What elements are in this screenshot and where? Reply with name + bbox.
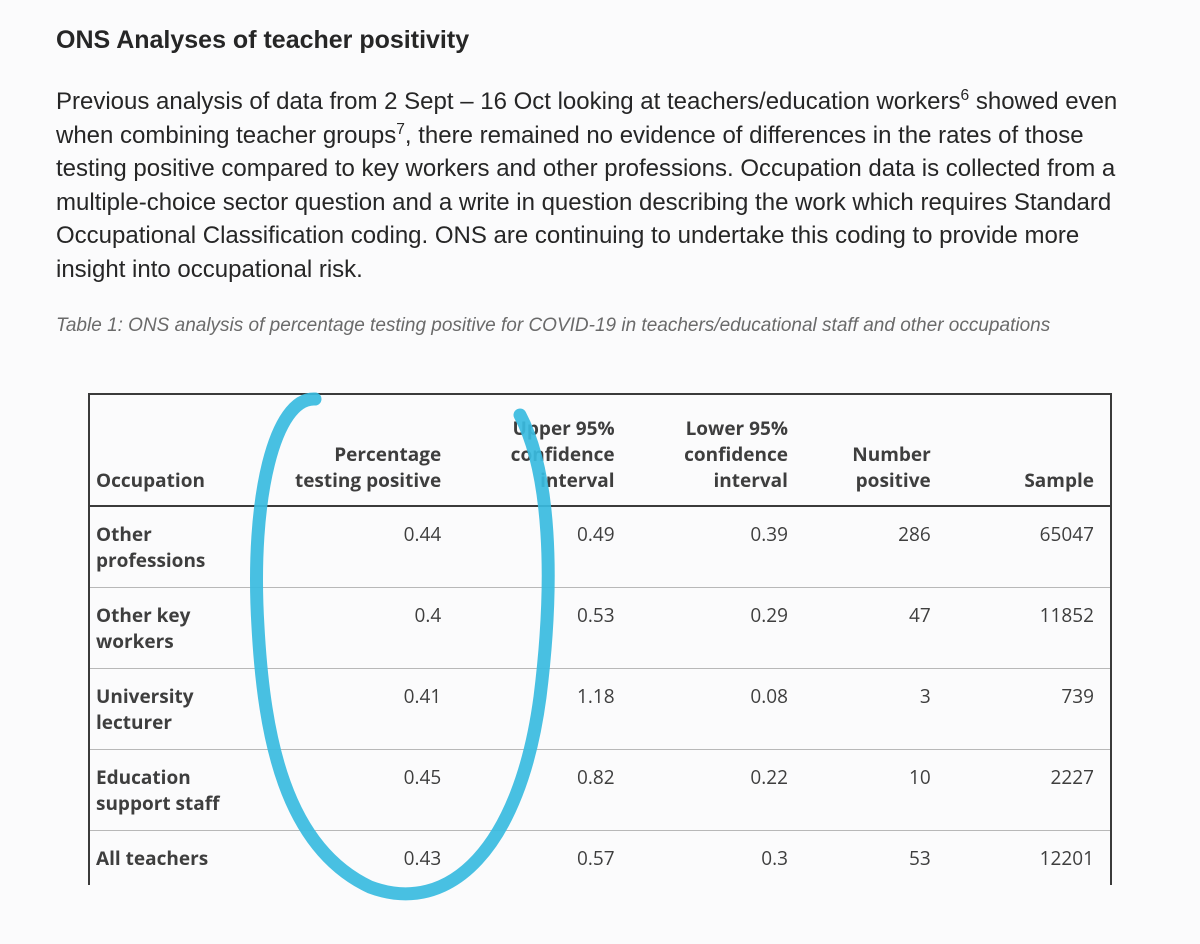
table-row: Education support staff 0.45 0.82 0.22 1… <box>90 749 1110 830</box>
col-lower-ci: Lower 95% confidence interval <box>631 395 804 506</box>
cell-lci: 0.29 <box>631 587 804 668</box>
cell-pct: 0.4 <box>274 587 458 668</box>
col-sample: Sample <box>947 395 1110 506</box>
intro-paragraph: Previous analysis of data from 2 Sept – … <box>56 85 1144 287</box>
cell-uci: 0.57 <box>457 830 630 885</box>
cell-uci: 0.49 <box>457 506 630 588</box>
section-heading: ONS Analyses of teacher positivity <box>56 26 1144 55</box>
cell-lci: 0.08 <box>631 668 804 749</box>
cell-npos: 286 <box>804 506 947 588</box>
cell-sample: 11852 <box>947 587 1110 668</box>
table-container: Occupation Percentage testing positive U… <box>88 393 1112 885</box>
table-row: Other key workers 0.4 0.53 0.29 47 11852 <box>90 587 1110 668</box>
cell-lci: 0.39 <box>631 506 804 588</box>
cell-lci: 0.22 <box>631 749 804 830</box>
footnote-ref-7: 7 <box>396 121 405 138</box>
cell-npos: 10 <box>804 749 947 830</box>
cell-sample: 2227 <box>947 749 1110 830</box>
cell-npos: 53 <box>804 830 947 885</box>
col-upper-ci: Upper 95% confidence interval <box>457 395 630 506</box>
cell-pct: 0.41 <box>274 668 458 749</box>
cell-uci: 0.82 <box>457 749 630 830</box>
positivity-table: Occupation Percentage testing positive U… <box>90 395 1110 885</box>
cell-occupation: Other professions <box>90 506 274 588</box>
table-row: University lecturer 0.41 1.18 0.08 3 739 <box>90 668 1110 749</box>
cell-sample: 739 <box>947 668 1110 749</box>
col-percentage-positive: Percentage testing positive <box>274 395 458 506</box>
table-row: All teachers 0.43 0.57 0.3 53 12201 <box>90 830 1110 885</box>
cell-lci: 0.3 <box>631 830 804 885</box>
cell-npos: 47 <box>804 587 947 668</box>
cell-uci: 0.53 <box>457 587 630 668</box>
cell-occupation: All teachers <box>90 830 274 885</box>
cell-sample: 12201 <box>947 830 1110 885</box>
para-seg1: Previous analysis of data from 2 Sept – … <box>56 88 960 115</box>
cell-occupation: University lecturer <box>90 668 274 749</box>
table-header-row: Occupation Percentage testing positive U… <box>90 395 1110 506</box>
cell-occupation: Education support staff <box>90 749 274 830</box>
cell-pct: 0.45 <box>274 749 458 830</box>
cell-uci: 1.18 <box>457 668 630 749</box>
col-number-positive: Number positive <box>804 395 947 506</box>
cell-pct: 0.43 <box>274 830 458 885</box>
footnote-ref-6: 6 <box>960 87 969 104</box>
cell-sample: 65047 <box>947 506 1110 588</box>
col-occupation: Occupation <box>90 395 274 506</box>
table-row: Other professions 0.44 0.49 0.39 286 650… <box>90 506 1110 588</box>
cell-npos: 3 <box>804 668 947 749</box>
cell-pct: 0.44 <box>274 506 458 588</box>
table-caption: Table 1: ONS analysis of percentage test… <box>56 315 1144 337</box>
cell-occupation: Other key workers <box>90 587 274 668</box>
